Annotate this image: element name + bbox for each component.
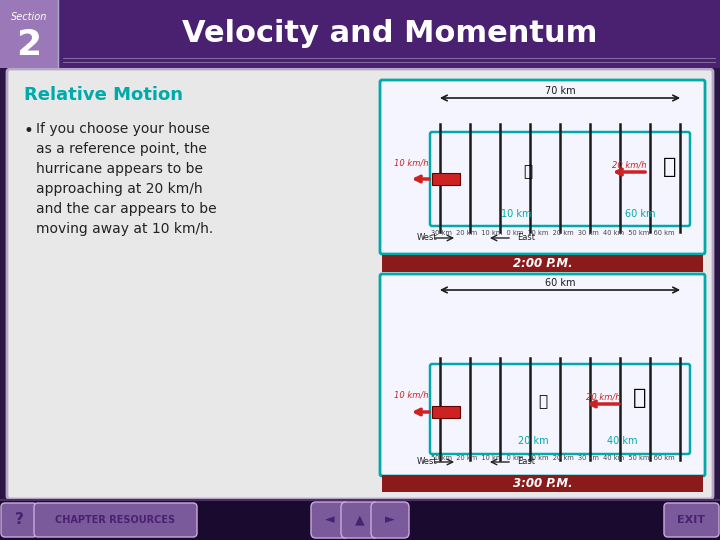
Bar — [0, 0, 58, 68]
Text: 20 km: 20 km — [518, 436, 549, 446]
FancyBboxPatch shape — [380, 80, 705, 254]
Text: ?: ? — [14, 512, 24, 528]
Text: 🌀: 🌀 — [634, 388, 647, 408]
Text: 2: 2 — [17, 28, 42, 62]
Text: East: East — [517, 457, 535, 467]
Bar — [432, 406, 460, 418]
Bar — [432, 173, 460, 185]
Bar — [382, 475, 703, 492]
FancyBboxPatch shape — [1, 503, 37, 537]
Text: 60 km: 60 km — [625, 209, 655, 219]
FancyBboxPatch shape — [341, 502, 379, 538]
Text: ◄: ◄ — [325, 514, 335, 526]
FancyBboxPatch shape — [7, 69, 713, 499]
Text: If you choose your house
as a reference point, the
hurricane appears to be
appro: If you choose your house as a reference … — [36, 122, 217, 237]
Bar — [0, 500, 720, 540]
Text: 10 km/h: 10 km/h — [394, 158, 428, 167]
FancyBboxPatch shape — [34, 503, 197, 537]
Text: 🏛: 🏛 — [523, 165, 533, 179]
Text: Relative Motion: Relative Motion — [24, 86, 183, 104]
Text: Section: Section — [11, 12, 48, 22]
Text: •: • — [24, 122, 34, 140]
Bar — [382, 255, 703, 272]
Text: 10 km: 10 km — [500, 209, 531, 219]
Text: West: West — [416, 457, 437, 467]
FancyBboxPatch shape — [380, 274, 705, 476]
Text: ►: ► — [385, 514, 395, 526]
Text: East: East — [517, 233, 535, 242]
FancyBboxPatch shape — [664, 503, 719, 537]
Text: EXIT: EXIT — [677, 515, 705, 525]
FancyBboxPatch shape — [371, 502, 409, 538]
Text: Velocity and Momentum: Velocity and Momentum — [182, 19, 598, 49]
Text: 10 km/h: 10 km/h — [394, 391, 428, 400]
FancyBboxPatch shape — [311, 502, 349, 538]
Text: 30 km  20 km  10 km  0 km  10 km  20 km  30 km  40 km  50 km  60 km: 30 km 20 km 10 km 0 km 10 km 20 km 30 km… — [431, 230, 674, 236]
Text: 🏛: 🏛 — [539, 395, 548, 409]
Bar — [0, 0, 720, 68]
Text: 🌀: 🌀 — [663, 157, 677, 177]
Text: CHAPTER RESOURCES: CHAPTER RESOURCES — [55, 515, 175, 525]
Text: 40 km: 40 km — [607, 436, 637, 446]
Text: 70 km: 70 km — [545, 86, 575, 96]
Text: 3:00 P.M.: 3:00 P.M. — [513, 477, 572, 490]
Text: ▲: ▲ — [355, 514, 365, 526]
Text: 50 km  20 km  10 km  0 km  10 km  20 km  30 km  40 km  50 km  60 km: 50 km 20 km 10 km 0 km 10 km 20 km 30 km… — [431, 455, 675, 461]
Text: 20 km/h: 20 km/h — [612, 161, 647, 170]
Text: 20 km/h: 20 km/h — [586, 393, 620, 402]
Text: West: West — [416, 233, 437, 242]
Text: 60 km: 60 km — [545, 278, 575, 288]
Text: 2:00 P.M.: 2:00 P.M. — [513, 257, 572, 270]
